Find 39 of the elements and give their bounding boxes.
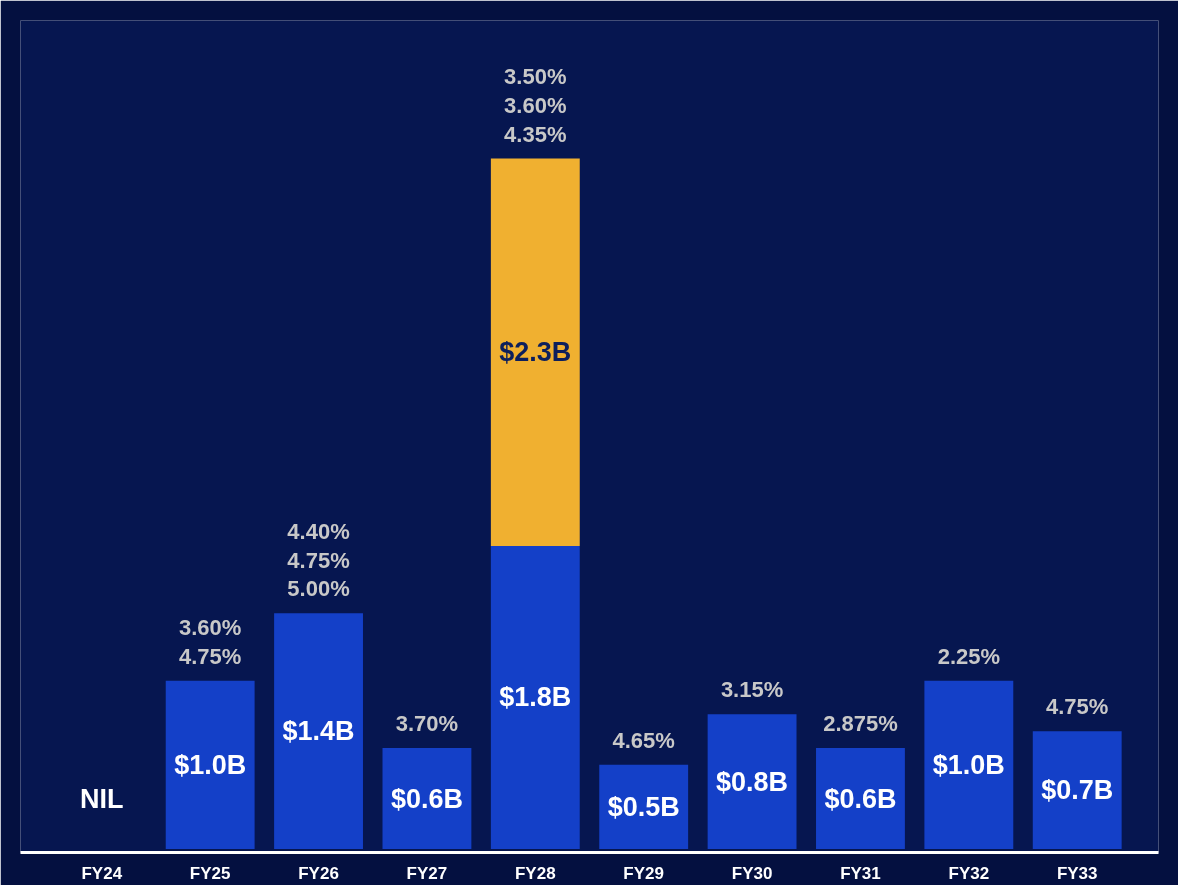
- x-tick-label: FY30: [731, 863, 773, 883]
- bar: [490, 158, 580, 546]
- annotation: 3.50% 3.60% 4.35%: [504, 64, 567, 147]
- data-label: $0.6B: [390, 783, 463, 814]
- data-label: $1.0B: [932, 749, 1005, 780]
- bar: [490, 545, 580, 850]
- x-tick-label: FY25: [189, 863, 231, 883]
- x-tick-label: FY26: [298, 863, 339, 883]
- annotation: 3.60% 4.75%: [178, 614, 242, 669]
- data-label: $0.8B: [716, 766, 789, 797]
- bar: [707, 714, 797, 850]
- x-tick-label: FY32: [948, 863, 990, 883]
- bar: [165, 680, 255, 850]
- x-tick-label: FY24: [81, 863, 123, 883]
- bar: [382, 748, 472, 850]
- data-label: $0.6B: [824, 783, 897, 814]
- data-label: $1.0B: [174, 749, 247, 780]
- x-tick-label: FY28: [514, 863, 556, 883]
- annotation: 2.25%: [937, 643, 1001, 669]
- bar: [816, 748, 905, 850]
- annotation: 4.75%: [1046, 694, 1109, 720]
- annotation: 3.70%: [395, 711, 459, 737]
- bar: [1032, 731, 1122, 850]
- annotation: 3.15%: [720, 677, 784, 703]
- data-label: NIL: [80, 784, 124, 815]
- data-label: $2.3B: [499, 337, 572, 368]
- data-label: $1.4B: [282, 716, 355, 747]
- x-tick-label: FY31: [840, 863, 881, 883]
- annotation: 4.40% 4.75% 5.00%: [287, 518, 350, 602]
- annotation: 4.65%: [612, 727, 675, 753]
- x-tick-label: FY27: [406, 863, 448, 883]
- x-tick-label: FY29: [623, 863, 665, 883]
- bar: [924, 680, 1014, 850]
- data-label: $1.8B: [499, 682, 572, 713]
- data-label: $0.5B: [607, 791, 680, 822]
- annotation: 2.875%: [823, 711, 898, 737]
- bar: [274, 613, 363, 850]
- x-tick-label: FY33: [1056, 863, 1098, 883]
- data-label: $0.7B: [1041, 775, 1114, 806]
